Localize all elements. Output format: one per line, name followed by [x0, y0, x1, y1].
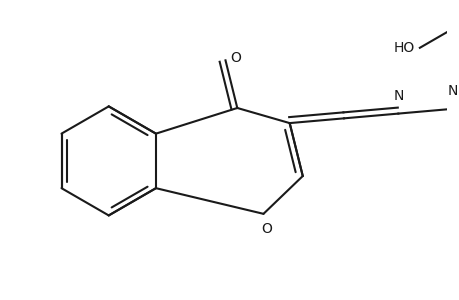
Text: O: O — [230, 51, 240, 65]
Text: HO: HO — [392, 41, 414, 55]
Text: O: O — [261, 222, 272, 236]
Text: N: N — [447, 84, 457, 98]
Text: N: N — [392, 89, 403, 103]
